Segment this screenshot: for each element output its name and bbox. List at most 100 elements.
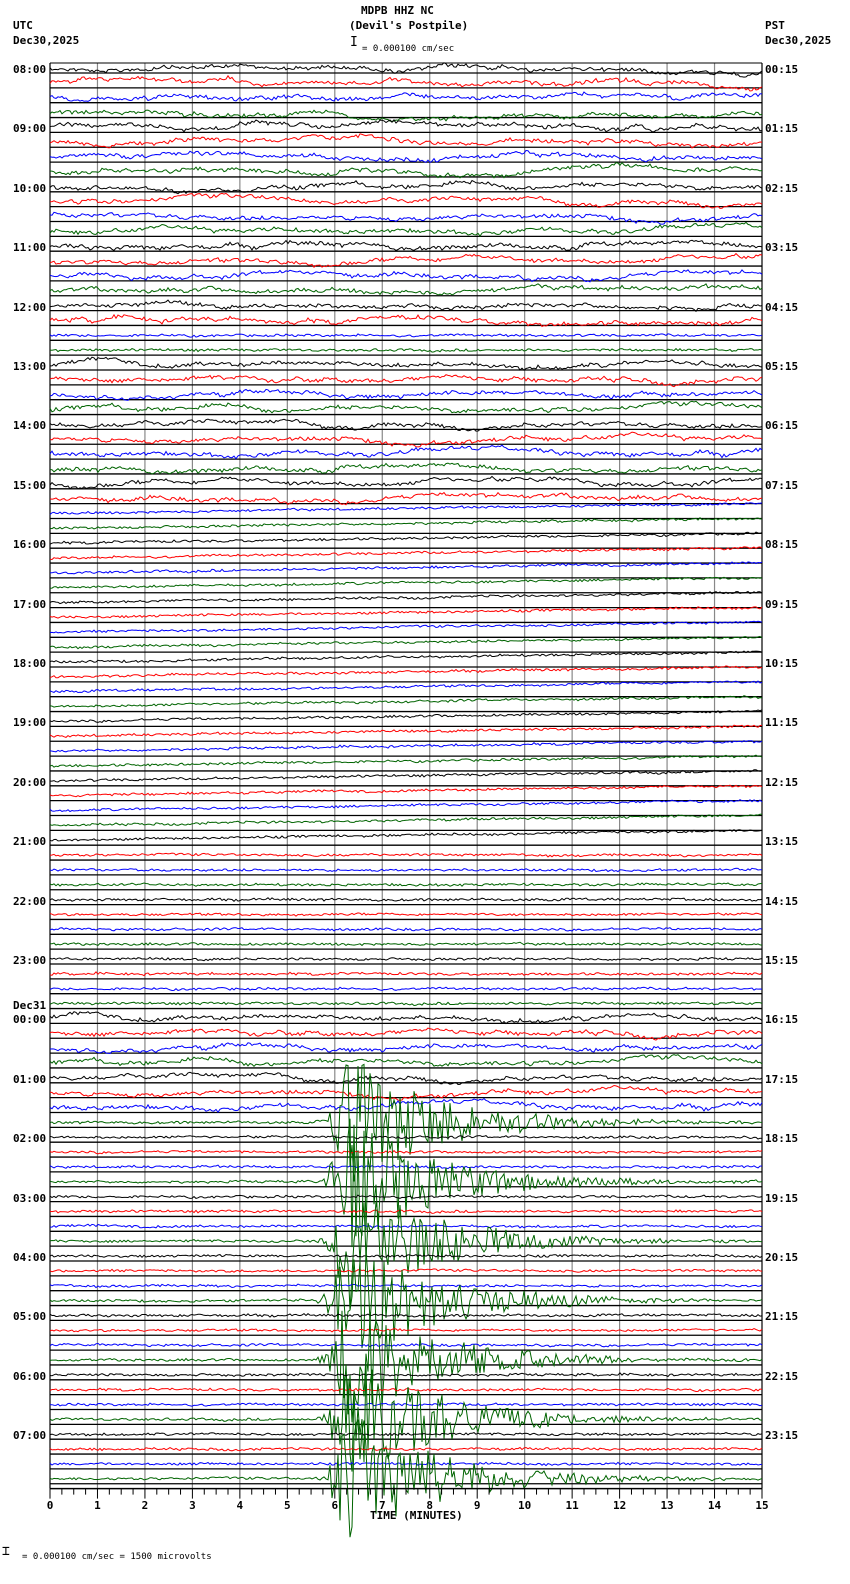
trace-line — [49, 695, 763, 708]
pst-hour-label: 10:15 — [765, 657, 799, 670]
trace-line — [49, 813, 763, 827]
trace-line — [49, 1432, 763, 1437]
trace-line — [49, 1249, 763, 1349]
trace-line — [49, 1011, 763, 1025]
utc-hour-label: 02:00 — [13, 1132, 47, 1146]
utc-hour-label: 07:00 — [13, 1429, 47, 1443]
trace-line — [49, 62, 763, 78]
trace-line — [49, 347, 763, 353]
x-tick-label: 8 — [426, 1498, 434, 1512]
trace-line — [49, 374, 763, 388]
trace-line — [49, 680, 763, 694]
trace-line — [49, 133, 763, 149]
right-timezone: PST — [765, 19, 785, 32]
pst-hour-label: 08:15 — [765, 538, 799, 552]
trace-line — [50, 769, 763, 783]
utc-hour-label: 22:00 — [13, 894, 47, 908]
scale-bar-icon: I — [350, 35, 358, 50]
trace-line — [49, 1164, 763, 1170]
utc-hour-label: 08:00 — [13, 63, 47, 76]
pst-hour-label: 23:15 — [765, 1429, 799, 1443]
trace-line — [49, 516, 763, 530]
station-location: (Devil's Postpile) — [349, 19, 469, 32]
left-timezone: UTC — [13, 19, 33, 32]
utc-hour-label: 16:00 — [13, 538, 47, 552]
trace-line — [49, 1387, 763, 1393]
utc-hour-label: 04:00 — [13, 1251, 47, 1264]
pst-hour-label: 19:15 — [765, 1191, 799, 1205]
trace-line — [49, 867, 762, 873]
trace-line — [49, 475, 763, 490]
x-tick-label: 15 — [755, 1498, 769, 1512]
trace-line — [49, 740, 763, 753]
trace-line — [49, 1202, 762, 1311]
trace-line — [49, 179, 763, 195]
pst-hour-label: 18:15 — [765, 1132, 799, 1146]
trace-line — [49, 1461, 763, 1467]
utc-hour-label: 09:00 — [13, 122, 47, 136]
x-tick-label: 1 — [94, 1498, 101, 1512]
trace-line — [49, 784, 763, 798]
x-tick-label: 3 — [189, 1498, 196, 1512]
trace-line — [49, 1223, 763, 1229]
trace-line — [49, 1310, 763, 1423]
utc-hour-label: 20:00 — [13, 775, 47, 789]
trace-line — [49, 799, 763, 813]
utc-hour-label: 17:00 — [13, 597, 47, 611]
trace-line — [49, 590, 763, 605]
x-tick-label: 10 — [518, 1498, 532, 1512]
trace-line — [49, 1364, 763, 1472]
trace-line — [49, 283, 763, 296]
pst-hour-label: 13:15 — [765, 835, 799, 849]
trace-line — [49, 1118, 763, 1248]
utc-hour-label: 06:00 — [13, 1369, 47, 1383]
trace-line — [49, 444, 763, 460]
trace-line — [49, 1071, 763, 1086]
trace-line — [49, 91, 763, 102]
trace-line — [49, 299, 763, 313]
trace-line — [49, 754, 763, 768]
x-tick-label: 4 — [236, 1498, 244, 1512]
utc-hour-label: 12:00 — [13, 300, 47, 314]
utc-hour-label: 23:00 — [13, 954, 47, 967]
trace-line — [49, 333, 763, 338]
trace-line — [49, 221, 763, 237]
trace-line — [49, 149, 763, 164]
trace-line — [49, 986, 763, 992]
date-change-label: Dec31 — [13, 999, 47, 1013]
trace-line — [49, 491, 763, 506]
trace-line — [49, 431, 763, 448]
trace-line — [49, 1209, 763, 1214]
pst-hour-label: 12:15 — [765, 775, 799, 789]
trace-line — [49, 1446, 763, 1452]
utc-hour-label: 21:00 — [13, 835, 47, 849]
trace-line — [49, 192, 763, 209]
trace-line — [49, 211, 763, 225]
trace-line — [49, 1149, 763, 1155]
trace-line — [49, 313, 763, 328]
trace-line — [49, 709, 763, 723]
utc-hour-label: 10:00 — [13, 181, 47, 195]
trace-line — [49, 1042, 763, 1055]
utc-hour-label: 13:00 — [13, 360, 47, 373]
trace-line — [49, 897, 763, 902]
pst-hour-label: 06:15 — [765, 419, 799, 433]
station-title: MDPB HHZ NC — [361, 4, 434, 17]
pst-hour-label: 00:15 — [765, 63, 799, 76]
pst-hour-label: 14:15 — [765, 894, 799, 908]
trace-line — [49, 1001, 763, 1007]
utc-hour-label: 19:00 — [13, 716, 47, 730]
trace-line — [49, 1134, 763, 1140]
trace-line — [49, 109, 763, 122]
utc-hour-label: 00:00 — [13, 1013, 47, 1027]
pst-hour-label: 20:15 — [765, 1251, 799, 1264]
pst-hour-label: 02:15 — [765, 181, 799, 195]
trace-line — [49, 1312, 763, 1318]
right-date: Dec30,2025 — [765, 34, 832, 47]
trace-line — [49, 1194, 763, 1199]
x-tick-label: 13 — [660, 1498, 674, 1512]
pst-hour-label: 03:15 — [765, 241, 799, 255]
pst-hour-label: 16:15 — [765, 1013, 799, 1027]
x-tick-label: 5 — [284, 1498, 291, 1512]
